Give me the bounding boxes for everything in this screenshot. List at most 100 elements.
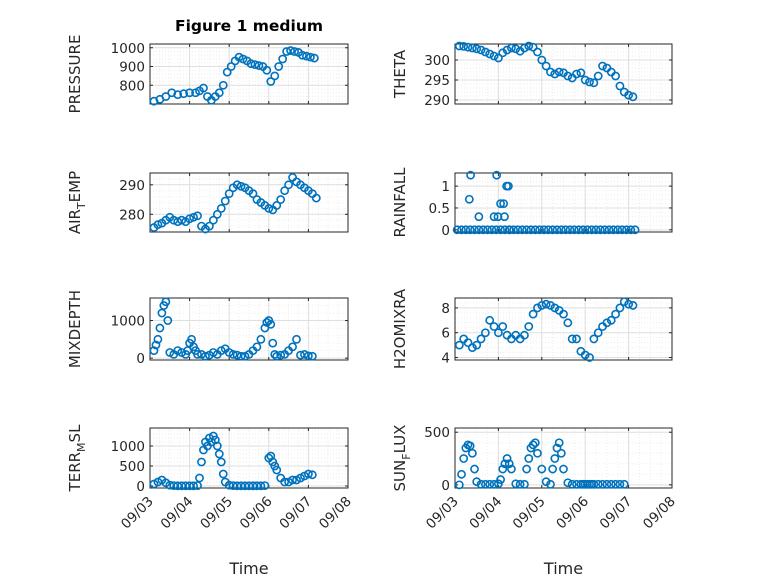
- panel-pressure: 800 900 1000 PRESSURE Figure 1 medium: [66, 17, 349, 114]
- data-point: [496, 225, 505, 235]
- data-point: [307, 470, 317, 480]
- data-point: [598, 61, 607, 71]
- data-point: [280, 186, 290, 196]
- data-point: [193, 211, 202, 221]
- data-point: [554, 438, 564, 448]
- data-point: [496, 475, 505, 484]
- data-point: [498, 322, 508, 331]
- data-point: [489, 479, 499, 489]
- data-point: [548, 464, 558, 474]
- data-point: [537, 464, 547, 474]
- data-point: [485, 479, 495, 489]
- data-point: [280, 477, 290, 487]
- data-point: [254, 61, 264, 70]
- data-point: [574, 225, 584, 235]
- data-point: [153, 220, 163, 230]
- data-point: [305, 52, 315, 62]
- data-point: [626, 225, 636, 235]
- data-point: [466, 170, 476, 180]
- data-point: [226, 62, 236, 71]
- y-tick-label: 1000: [111, 314, 145, 330]
- panel-terr-msl: 09/03 09/04 09/05 09/06 09/07 09/0805001000TE…: [66, 424, 355, 578]
- data-point: [493, 53, 503, 63]
- data-point: [476, 45, 486, 55]
- data-point: [507, 43, 516, 53]
- data-point: [543, 225, 553, 235]
- data-point: [502, 45, 512, 55]
- data-point: [533, 303, 542, 313]
- data-point: [149, 346, 159, 356]
- data-point: [163, 316, 173, 325]
- data-point: [615, 479, 625, 489]
- data-point: [177, 215, 187, 225]
- data-point: [483, 225, 492, 235]
- panel-theta: 290 295 300 THETA: [391, 41, 673, 109]
- y-tick-label: 1000: [111, 439, 145, 455]
- data-point: [454, 480, 464, 490]
- data-point: [218, 469, 228, 479]
- data-point: [509, 225, 518, 235]
- data-point: [615, 81, 625, 91]
- data-point: [201, 351, 210, 361]
- data-point: [548, 225, 558, 235]
- data-point: [266, 77, 276, 86]
- data-point: [216, 203, 226, 213]
- data-point: [628, 301, 638, 310]
- data-point: [504, 459, 514, 469]
- data-point: [589, 78, 599, 88]
- data-point: [492, 170, 502, 180]
- panel-mixdepth: 0 1000 MIXDEPTH: [66, 290, 349, 368]
- data-point: [493, 479, 503, 489]
- data-point: [256, 481, 266, 491]
- data-point: [480, 328, 490, 338]
- data-point: [611, 71, 620, 81]
- data-point: [173, 90, 183, 100]
- data-point: [467, 43, 477, 53]
- data-point: [507, 464, 516, 474]
- data-point: [602, 318, 612, 328]
- data-point: [288, 342, 297, 352]
- chart-title: Figure 1 medium: [175, 17, 323, 35]
- y-tick-label: 290: [424, 93, 450, 109]
- data-point: [624, 90, 633, 100]
- data-point: [212, 209, 222, 219]
- data-point: [569, 225, 579, 235]
- data-point: [613, 225, 623, 235]
- data-point: [628, 92, 638, 102]
- data-point: [622, 225, 631, 235]
- data-point: [193, 349, 202, 359]
- data-point: [236, 351, 246, 361]
- data-point: [153, 334, 163, 344]
- data-point: [513, 225, 523, 235]
- data-point: [526, 225, 536, 235]
- data-point: [303, 469, 313, 479]
- data-point: [474, 225, 484, 235]
- data-point: [302, 51, 311, 61]
- data-point: [589, 479, 599, 489]
- data-point: [298, 50, 307, 60]
- data-point: [489, 212, 499, 222]
- data-point: [567, 334, 577, 344]
- axes-box: [149, 297, 349, 361]
- y-tick-label: 1: [441, 179, 450, 195]
- data-point: [260, 481, 270, 490]
- data-point: [503, 181, 513, 191]
- data-point: [491, 225, 501, 235]
- data-point: [214, 88, 224, 98]
- data-point: [224, 189, 234, 199]
- y-tick-label: 280: [119, 207, 145, 223]
- data-point: [276, 195, 286, 204]
- data-point: [197, 457, 206, 467]
- data-point: [208, 215, 218, 225]
- y-tick-label: 500: [424, 425, 450, 441]
- data-point: [199, 83, 208, 93]
- data-point: [528, 440, 538, 450]
- data-point: [256, 334, 266, 344]
- y-axis-label: H2OMIXRA: [391, 288, 409, 369]
- data-point: [489, 322, 499, 331]
- data-point: [309, 53, 319, 63]
- data-point: [467, 448, 477, 458]
- axes-box: [454, 427, 673, 489]
- y-axis-label: PRESSURE: [66, 35, 84, 114]
- data-point: [630, 225, 640, 235]
